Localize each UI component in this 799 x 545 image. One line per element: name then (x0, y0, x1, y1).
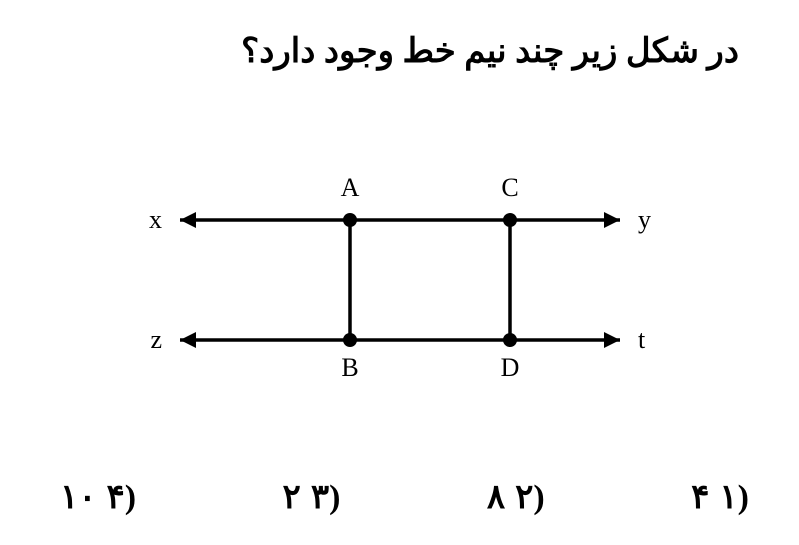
node-B (343, 333, 357, 347)
option-2-number: ۲) (515, 477, 545, 517)
options-row: ۴) ۱۰ ۳) ۲ ۲) ۸ ۱) ۴ (60, 477, 749, 517)
option-2: ۲) ۸ (487, 477, 545, 517)
node-D (503, 333, 517, 347)
node-A (343, 213, 357, 227)
node-C (503, 213, 517, 227)
option-2-value: ۸ (487, 477, 505, 517)
question-text: در شکل زیر چند نیم خط وجود دارد؟ (60, 28, 739, 76)
geometry-diagram: A B C Dx y z t (120, 150, 680, 430)
diagram-container: A B C Dx y z t (0, 150, 799, 450)
label-A: A (340, 173, 359, 202)
label-B: B (341, 353, 358, 382)
option-4-number: ۴) (107, 477, 137, 517)
option-4-value: ۱۰ (60, 477, 97, 517)
label-z: z (150, 325, 162, 354)
label-y: y (638, 205, 651, 234)
option-1-number: ۱) (719, 477, 749, 517)
option-3-number: ۳) (311, 477, 341, 517)
page-root: در شکل زیر چند نیم خط وجود دارد؟ A B C Dx y z… (0, 0, 799, 545)
option-1: ۱) ۴ (691, 477, 749, 517)
label-t: t (638, 325, 646, 354)
label-D: D (500, 353, 519, 382)
option-3-value: ۲ (283, 477, 301, 517)
option-1-value: ۴ (691, 477, 709, 517)
label-x: x (149, 205, 162, 234)
label-C: C (501, 173, 518, 202)
arrow-head-icon (180, 212, 196, 228)
arrow-head-icon (604, 332, 620, 348)
arrow-head-icon (180, 332, 196, 348)
arrow-head-icon (604, 212, 620, 228)
option-3: ۳) ۲ (283, 477, 341, 517)
option-4: ۴) ۱۰ (60, 477, 136, 517)
